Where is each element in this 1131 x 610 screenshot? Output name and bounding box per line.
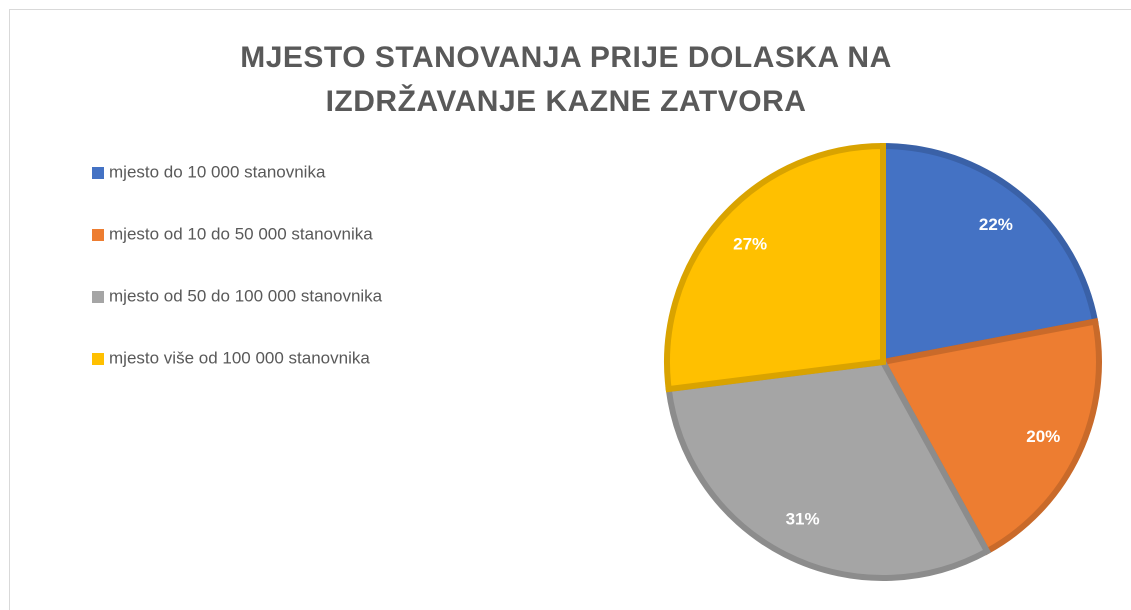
data-label: 31%	[786, 509, 820, 528]
pie-slice	[665, 358, 992, 581]
chart: 22% 20% 31% 27% mjesto do 10 000 stanovnika m…	[92, 142, 1102, 581]
legend-label: mjesto do 10 000 stanovnika	[109, 162, 326, 181]
legend-label: mjesto više od 100 000 stanovnika	[109, 348, 370, 367]
data-label: 20%	[1026, 427, 1060, 446]
legend-swatch	[92, 353, 104, 365]
legend-label: mjesto od 10 do 50 000 stanovnika	[109, 224, 373, 243]
pie-slice	[664, 142, 886, 393]
legend-swatch	[92, 291, 104, 303]
chart-title: MJESTO STANOVANJA PRIJE DOLASKA NA IZDRŽ…	[240, 41, 892, 118]
data-label: 27%	[733, 234, 767, 253]
data-label: 22%	[979, 215, 1013, 234]
legend-swatch	[92, 229, 104, 241]
legend-label: mjesto od 50 do 100 000 stanovnika	[109, 286, 383, 305]
legend-swatch	[92, 167, 104, 179]
pie-slice	[878, 318, 1102, 556]
pie-slice	[880, 142, 1099, 366]
chart-frame	[9, 9, 1131, 610]
page: MJESTO STANOVANJA PRIJE DOLASKA NA IZDRŽ…	[9, 9, 1131, 610]
